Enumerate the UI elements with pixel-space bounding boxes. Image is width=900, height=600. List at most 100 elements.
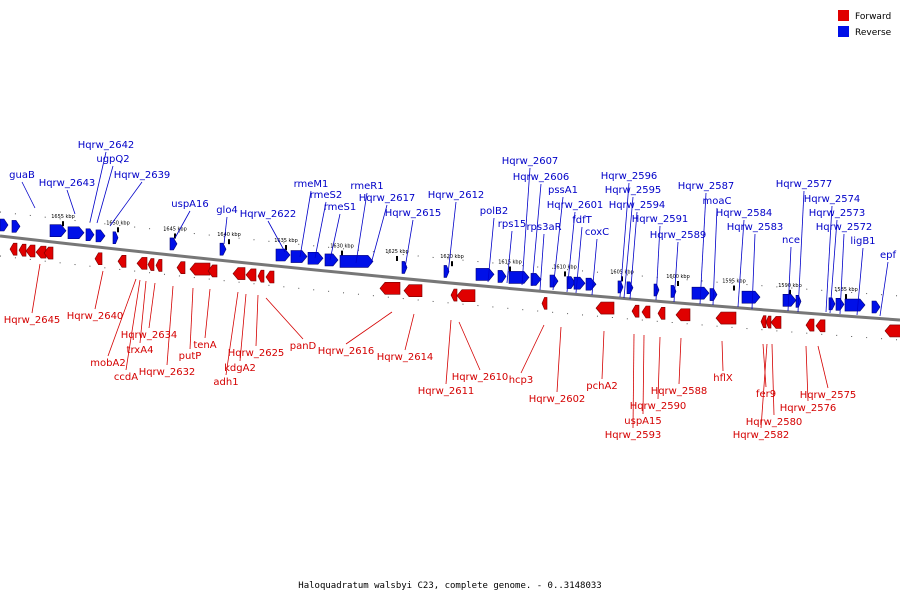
gene-label-pand[interactable]: panD — [290, 341, 317, 352]
label-leader-lines — [21, 151, 889, 429]
leader-line — [267, 220, 286, 253]
gene-label-rps15[interactable]: rps15 — [498, 219, 526, 230]
gene-label-rmes2[interactable]: rmeS2 — [310, 190, 343, 201]
gene-label-fdft[interactable]: fdfT — [572, 215, 592, 226]
gene-label-hcp3[interactable]: hcp3 — [509, 375, 534, 386]
scale-tick — [285, 245, 287, 251]
gene-label-hqrw-2582[interactable]: Hqrw_2582 — [733, 430, 790, 441]
gene-label-hqrw-2643[interactable]: Hqrw_2643 — [39, 178, 96, 189]
gene-label-hqrw-2580[interactable]: Hqrw_2580 — [746, 417, 803, 428]
gene-label-hqrw-2617[interactable]: Hqrw_2617 — [359, 193, 416, 204]
gene-label-tena[interactable]: tenA — [193, 340, 216, 351]
gene-label-hqrw-2572[interactable]: Hqrw_2572 — [816, 222, 873, 233]
gene-label-pssa1[interactable]: pssA1 — [548, 185, 578, 196]
gene-label-hqrw-2591[interactable]: Hqrw_2591 — [632, 214, 689, 225]
gene-label-polb2[interactable]: polB2 — [480, 206, 508, 217]
gene-label-rmes1[interactable]: rmeS1 — [324, 202, 357, 213]
gene-label-hflx[interactable]: hflX — [713, 373, 733, 384]
gene-label-hqrw-2611[interactable]: Hqrw_2611 — [418, 386, 475, 397]
gene-label-coxc[interactable]: coxC — [585, 227, 609, 238]
gene-label-hqrw-2607[interactable]: Hqrw_2607 — [502, 156, 559, 167]
gene-label-hqrw-2588[interactable]: Hqrw_2588 — [651, 386, 708, 397]
gene-label-hqrw-2575[interactable]: Hqrw_2575 — [800, 390, 857, 401]
gene-label-rmem1[interactable]: rmeM1 — [294, 179, 329, 190]
gene-label-hqrw-2573[interactable]: Hqrw_2573 — [809, 208, 866, 219]
gene-label-hqrw-2645[interactable]: Hqrw_2645 — [4, 315, 61, 326]
gene-label-hqrw-2639[interactable]: Hqrw_2639 — [114, 170, 171, 181]
gene-label-rps3ar[interactable]: rps3aR — [526, 222, 561, 233]
scale-tick — [396, 255, 398, 261]
gene-label-hqrw-2576[interactable]: Hqrw_2576 — [780, 403, 837, 414]
gene-label-hqrw-2574[interactable]: Hqrw_2574 — [804, 194, 861, 205]
gene-label-hqrw-2589[interactable]: Hqrw_2589 — [650, 230, 707, 241]
gene-label-hqrw-2577[interactable]: Hqrw_2577 — [776, 179, 833, 190]
leader-line — [566, 211, 576, 293]
scale-tick — [62, 221, 64, 227]
gene-label-nce[interactable]: nce — [782, 235, 800, 246]
gene-label-hqrw-2632[interactable]: Hqrw_2632 — [139, 367, 196, 378]
leader-line — [139, 280, 147, 344]
gene-arrows — [0, 218, 900, 338]
leader-line — [204, 288, 211, 339]
reverse-gene-arrow — [782, 294, 797, 307]
forward-gene-arrow — [770, 316, 782, 329]
gene-label-rmer1[interactable]: rmeR1 — [350, 181, 383, 192]
leader-line — [591, 238, 598, 296]
gene-label-hqrw-2614[interactable]: Hqrw_2614 — [377, 352, 434, 363]
leader-line — [94, 270, 104, 310]
gene-label-guab[interactable]: guaB — [9, 170, 35, 181]
scale-tick — [509, 266, 511, 272]
gene-label-hqrw-2595[interactable]: Hqrw_2595 — [605, 185, 662, 196]
gene-label-hqrw-2587[interactable]: Hqrw_2587 — [678, 181, 735, 192]
gene-label-adh1[interactable]: adh1 — [213, 377, 238, 388]
gene-label-hqrw-2601[interactable]: Hqrw_2601 — [547, 200, 604, 211]
gene-label-hqrw-2590[interactable]: Hqrw_2590 — [630, 401, 687, 412]
gene-label-hqrw-2606[interactable]: Hqrw_2606 — [513, 172, 570, 183]
gene-label-pcha2[interactable]: pchA2 — [586, 381, 617, 392]
gene-label-hqrw-2593[interactable]: Hqrw_2593 — [605, 430, 662, 441]
gene-label-hqrw-2594[interactable]: Hqrw_2594 — [609, 200, 666, 211]
reverse-gene-arrow — [219, 242, 227, 256]
gene-label-uspa15[interactable]: uspA15 — [624, 416, 661, 427]
gene-label-hqrw-2634[interactable]: Hqrw_2634 — [121, 330, 178, 341]
forward-gene-arrow — [25, 244, 36, 258]
scale-tick — [341, 250, 343, 256]
gene-label-kdga2[interactable]: kdgA2 — [224, 363, 256, 374]
reverse-gene-arrow — [324, 253, 339, 267]
leader-line — [556, 326, 562, 393]
gene-label-trxa4[interactable]: trxA4 — [127, 345, 154, 356]
gene-label-hqrw-2610[interactable]: Hqrw_2610 — [452, 372, 509, 383]
reverse-gene-arrow — [508, 271, 530, 284]
gene-label-uspa16[interactable]: uspA16 — [171, 199, 208, 210]
gene-label-moac[interactable]: moaC — [703, 196, 732, 207]
scale-tick — [733, 285, 735, 291]
gene-label-hqrw-2596[interactable]: Hqrw_2596 — [601, 171, 658, 182]
gene-label-hqrw-2616[interactable]: Hqrw_2616 — [318, 346, 375, 357]
gene-label-hqrw-2615[interactable]: Hqrw_2615 — [385, 208, 442, 219]
scale-tick — [845, 294, 847, 300]
gene-label-glo4[interactable]: glo4 — [216, 205, 238, 216]
gene-label-hqrw-2584[interactable]: Hqrw_2584 — [716, 208, 773, 219]
gene-label-hqrw-2640[interactable]: Hqrw_2640 — [67, 311, 124, 322]
gene-label-ligb1[interactable]: ligB1 — [850, 236, 875, 247]
gene-label-hqrw-2625[interactable]: Hqrw_2625 — [228, 348, 285, 359]
gene-label-putp[interactable]: putP — [179, 351, 202, 362]
leader-line — [107, 278, 137, 357]
forward-gene-arrow — [456, 289, 476, 302]
scale-tick — [451, 261, 453, 267]
gene-label-fer9[interactable]: fer9 — [756, 389, 776, 400]
reverse-gene-arrow — [475, 268, 495, 281]
forward-gene-arrow — [265, 270, 275, 284]
gene-label-hqrw-2622[interactable]: Hqrw_2622 — [240, 209, 297, 220]
scale-label: 1590 kbp — [778, 283, 802, 289]
gene-label-hqrw-2642[interactable]: Hqrw_2642 — [78, 140, 135, 151]
gene-label-hqrw-2583[interactable]: Hqrw_2583 — [727, 222, 784, 233]
gene-label-moba2[interactable]: mobA2 — [90, 358, 125, 369]
gene-label-ccda[interactable]: ccdA — [114, 372, 138, 383]
gene-label-epf[interactable]: epf — [880, 250, 897, 261]
scale-label: 1655 kbp — [51, 214, 75, 220]
leader-line — [760, 343, 768, 429]
gene-label-ugpq2[interactable]: ugpQ2 — [96, 154, 129, 165]
gene-label-hqrw-2612[interactable]: Hqrw_2612 — [428, 190, 485, 201]
gene-label-hqrw-2602[interactable]: Hqrw_2602 — [529, 394, 586, 405]
